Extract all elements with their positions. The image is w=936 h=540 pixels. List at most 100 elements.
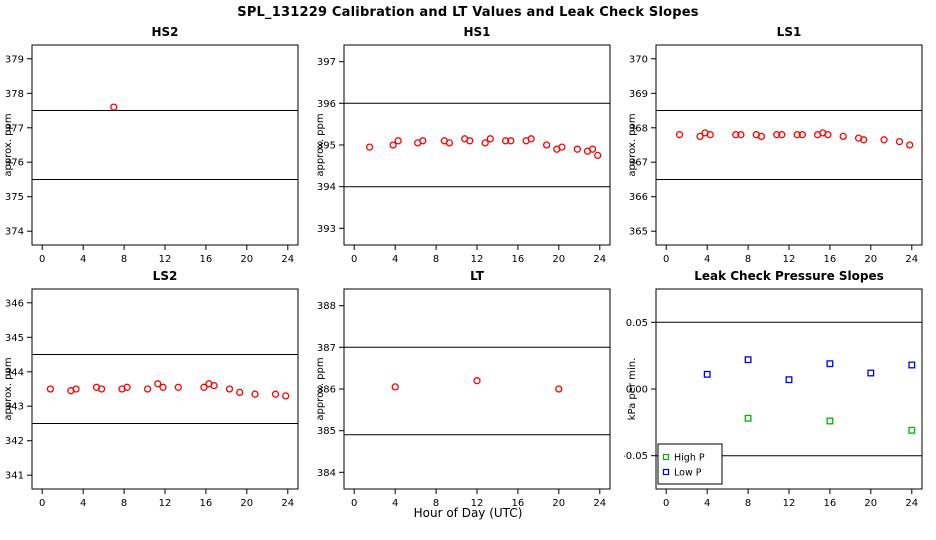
y-tick-label: 367	[629, 158, 648, 169]
data-point-calibration	[824, 131, 832, 139]
x-axis-label: Hour of Day (UTC)	[413, 506, 523, 520]
data-point-calibration	[732, 131, 740, 139]
x-tick-label: 20	[864, 498, 877, 509]
data-point-calibration	[501, 137, 510, 145]
x-tick-label: 8	[433, 254, 439, 265]
data-point-calibration	[778, 131, 786, 139]
data-point-calibration	[200, 383, 208, 391]
x-tick-label: 16	[512, 498, 525, 509]
y-axis-title: approx. ppm	[3, 357, 14, 420]
y-tick-label: 385	[317, 426, 336, 437]
data-point-calibration	[573, 145, 581, 153]
panel-ls2: 341 342 343 344 345 346 0 4 8 12 16 20 24 LS2 approx. …	[0, 262, 312, 510]
y-tick-label: 387	[317, 343, 336, 354]
data-point-calibration	[594, 151, 602, 160]
y-tick-label: 343	[5, 402, 24, 413]
panel-title: HS2	[151, 25, 178, 39]
x-tick-label: 0	[663, 254, 669, 265]
x-tick-label: 0	[663, 498, 669, 509]
y-tick-label: 393	[317, 224, 336, 235]
panel-ls1: 365 366 367 368 369 370 0 4 8 12 16 20 24 LS1 approx. …	[624, 18, 936, 266]
y-tick-label: 342	[5, 436, 24, 447]
x-tick-label: 20	[552, 254, 565, 265]
panel-leak-check-pressure-slopes: -0.05 0.00 0.05 0 4 8 12 16 20 24 Leak Check Press…	[622, 262, 936, 510]
data-point-lt-values	[473, 377, 481, 385]
data-point-calibration	[210, 381, 218, 390]
y-axis-title: kPa per min.	[627, 358, 638, 421]
panel-hs1: 393 394 395 396 397 0 4 8 12 16 20 24 HS1 approx. ppm	[312, 18, 624, 266]
data-point-low-p	[703, 370, 711, 378]
data-point-calibration	[880, 136, 888, 144]
data-point-calibration	[110, 103, 118, 111]
x-tick-label: 4	[392, 254, 398, 265]
data-point-calibration	[236, 388, 244, 397]
panel-title: Leak Check Pressure Slopes	[694, 269, 884, 283]
y-tick-label: 370	[629, 54, 648, 65]
x-tick-label: 8	[433, 498, 439, 509]
x-tick-label: 16	[200, 498, 213, 509]
x-tick-label: 16	[824, 498, 837, 509]
y-axis-title: approx. ppm	[315, 357, 326, 420]
panel-hs2: 374 375 376 377 378 379 0 4 8 12 16 20 24 HS2 approx. …	[0, 18, 312, 266]
plot-box	[655, 44, 923, 246]
data-point-calibration	[675, 131, 684, 139]
x-tick-label: 12	[471, 254, 484, 265]
x-tick-label: 0	[39, 254, 45, 265]
data-point-calibration	[507, 137, 515, 145]
plot-box	[343, 288, 611, 490]
x-tick-label: 12	[783, 498, 796, 509]
data-point-calibration	[757, 132, 766, 141]
y-tick-label: 397	[317, 57, 336, 68]
data-point-calibration	[486, 135, 494, 143]
data-point-calibration	[773, 131, 781, 139]
panel-title: LS2	[153, 269, 178, 283]
plot-box	[343, 44, 611, 246]
data-point-calibration	[419, 137, 427, 145]
y-tick-label: 379	[5, 54, 24, 65]
data-point-calibration	[72, 385, 80, 393]
x-tick-label: 0	[351, 254, 357, 265]
legend-label-high-p: High P	[674, 453, 705, 464]
data-point-calibration	[365, 143, 374, 151]
y-axis-title: approx. ppm	[627, 113, 638, 176]
x-tick-label: 8	[745, 498, 751, 509]
x-tick-label: 16	[824, 254, 837, 265]
y-tick-label: 341	[5, 471, 24, 482]
x-tick-label: 24	[905, 254, 918, 265]
data-point-calibration	[588, 145, 597, 153]
x-tick-label: 4	[392, 498, 398, 509]
x-tick-label: 24	[905, 498, 918, 509]
y-tick-label: 344	[5, 367, 24, 378]
y-tick-label: 376	[5, 158, 24, 169]
data-point-calibration	[542, 141, 551, 149]
figure-title: SPL_131229 Calibration and LT Values and…	[237, 5, 699, 20]
y-tick-label: 384	[317, 468, 336, 479]
data-point-calibration	[225, 385, 234, 393]
y-tick-label: -0.05	[624, 451, 648, 462]
x-tick-label: 24	[281, 254, 294, 265]
data-point-calibration	[895, 137, 904, 146]
x-tick-label: 20	[240, 498, 253, 509]
data-point-low-p	[867, 369, 875, 377]
legend-label-low-p: Low P	[674, 468, 702, 479]
y-tick-label: 374	[5, 227, 24, 238]
legend-marker-low-p	[662, 468, 670, 476]
legend-marker-high-p	[662, 453, 670, 461]
y-tick-label: 394	[317, 182, 336, 193]
x-tick-label: 8	[745, 254, 751, 265]
data-point-calibration	[706, 131, 714, 139]
data-point-calibration	[860, 136, 868, 144]
x-tick-label: 24	[593, 498, 606, 509]
data-point-calibration	[793, 131, 801, 139]
x-tick-label: 12	[159, 498, 172, 509]
x-tick-label: 20	[240, 254, 253, 265]
y-tick-label: 375	[5, 192, 24, 203]
data-point-lt-values	[391, 383, 399, 391]
data-point-low-p	[785, 376, 793, 384]
x-tick-label: 4	[80, 498, 86, 509]
data-point-low-p	[826, 360, 834, 368]
x-tick-label: 20	[864, 254, 877, 265]
panel-title: LS1	[777, 25, 802, 39]
y-tick-label: 0.05	[626, 318, 648, 329]
data-point-calibration	[696, 132, 704, 141]
